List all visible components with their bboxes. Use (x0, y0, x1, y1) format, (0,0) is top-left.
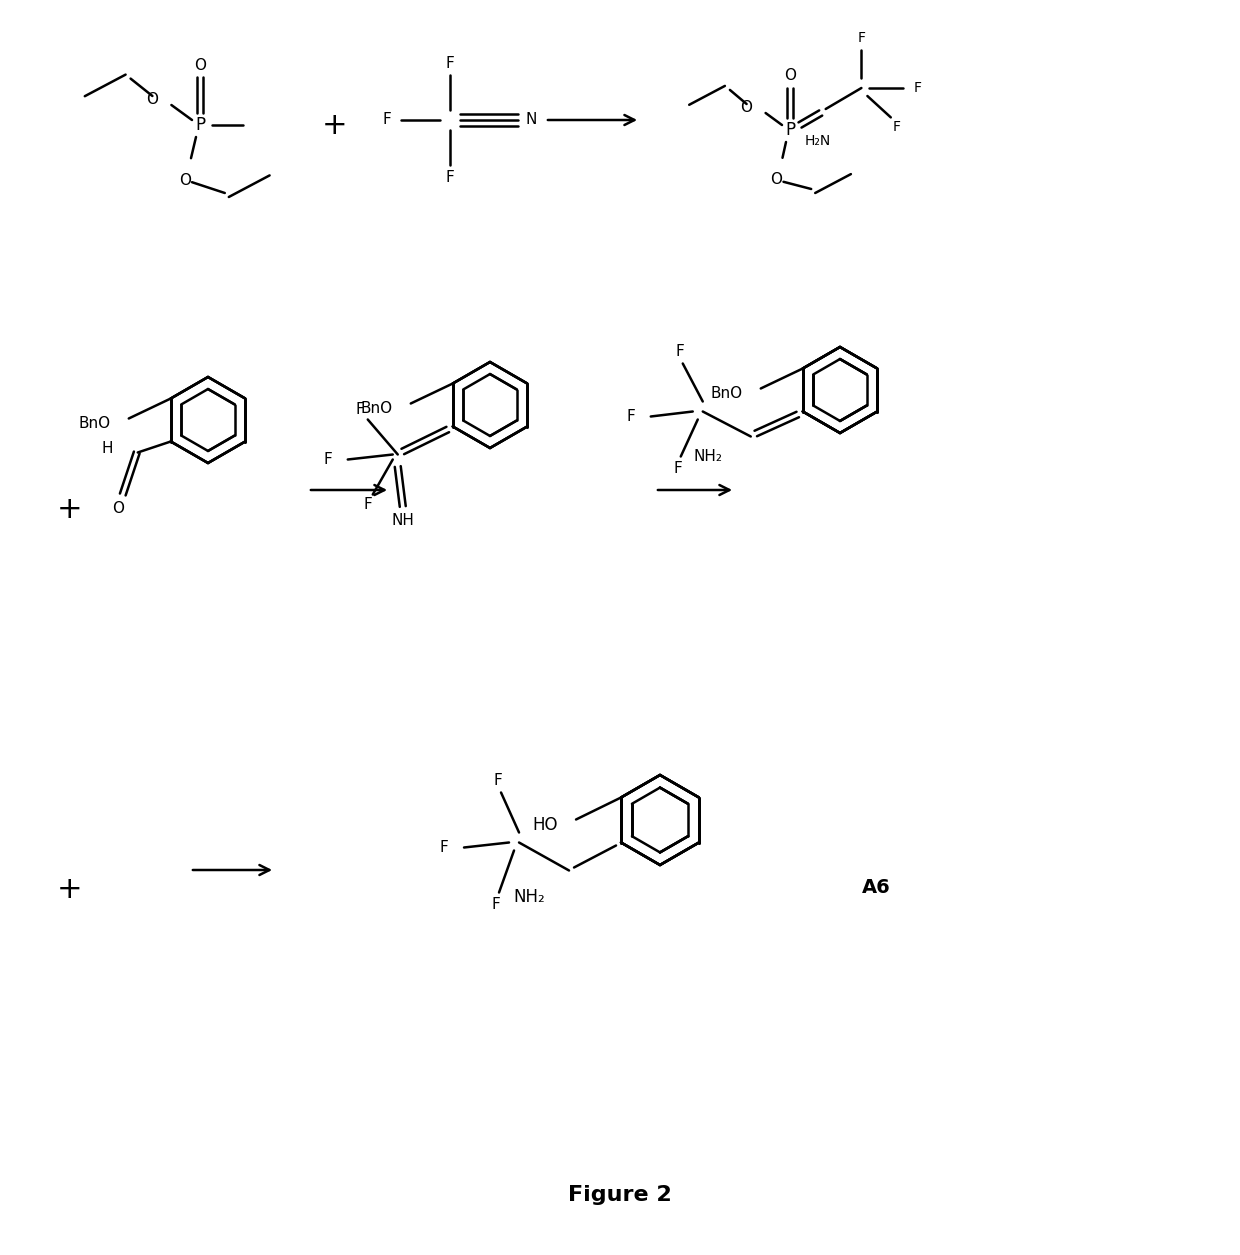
Text: F: F (491, 897, 501, 912)
Text: +: + (322, 110, 347, 139)
Text: F: F (363, 497, 372, 512)
Text: F: F (445, 169, 454, 184)
Text: H₂N: H₂N (805, 134, 831, 148)
Text: O: O (770, 172, 782, 187)
Text: BnO: BnO (78, 415, 110, 430)
Text: NH₂: NH₂ (513, 889, 544, 906)
Text: A6: A6 (862, 878, 890, 897)
Text: +: + (57, 496, 83, 525)
Text: F: F (322, 452, 332, 467)
Text: O: O (193, 58, 206, 73)
Text: F: F (676, 344, 684, 359)
Text: F: F (857, 31, 866, 45)
Text: F: F (439, 840, 448, 855)
Text: F: F (356, 402, 365, 417)
Text: BnO: BnO (711, 387, 743, 402)
Text: F: F (673, 461, 682, 476)
Text: NH₂: NH₂ (693, 449, 722, 464)
Text: BnO: BnO (361, 402, 393, 415)
Text: Figure 2: Figure 2 (568, 1185, 672, 1205)
Text: F: F (382, 113, 391, 128)
Text: O: O (179, 173, 191, 188)
Text: H: H (102, 441, 113, 456)
Text: F: F (893, 120, 900, 134)
Text: F: F (445, 55, 454, 70)
Text: O: O (784, 69, 796, 84)
Text: P: P (195, 115, 205, 134)
Text: N: N (526, 113, 537, 128)
Text: +: + (57, 876, 83, 905)
Text: O: O (740, 99, 753, 114)
Text: HO: HO (532, 816, 558, 833)
Text: P: P (785, 120, 795, 139)
Text: NH: NH (392, 513, 414, 528)
Text: F: F (626, 409, 635, 424)
Text: O: O (146, 92, 159, 107)
Text: F: F (914, 82, 921, 95)
Text: O: O (112, 501, 124, 516)
Text: F: F (494, 773, 502, 788)
